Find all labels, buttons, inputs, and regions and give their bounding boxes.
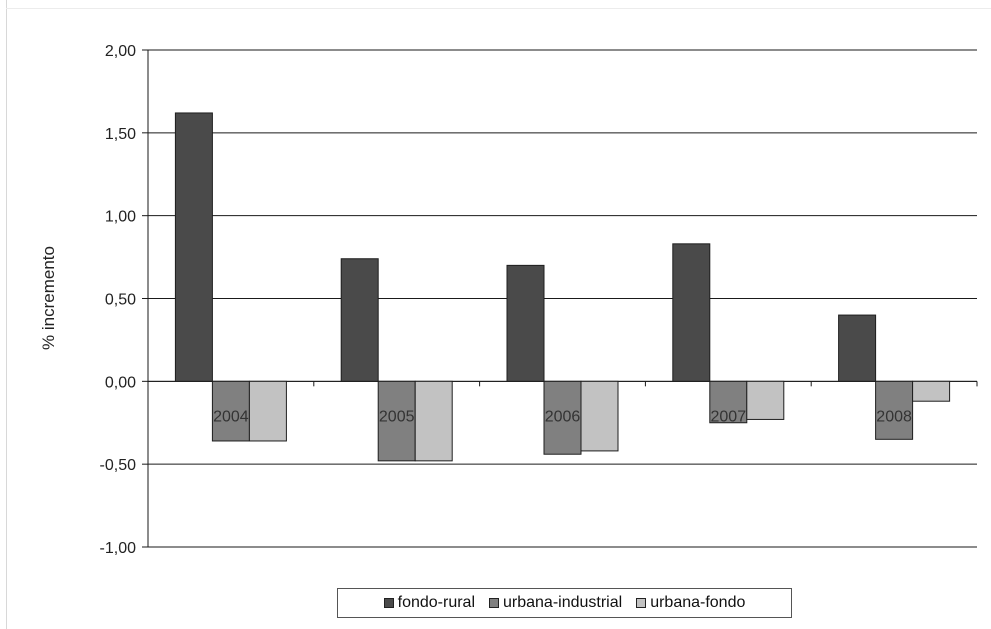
y-tick-label: 1,50 [105,126,136,143]
legend-item: urbana-industrial [489,594,622,612]
bar-urbana-industrial-2005 [377,380,416,462]
frame-border [6,0,7,629]
x-tick-label: 2007 [711,408,747,425]
y-tick-label: 2,00 [105,43,136,60]
bar-urbana-fondo-2008 [912,380,951,402]
bar-urbana-fondo-2007 [746,380,785,420]
bar-urbana-industrial-2007 [709,380,748,424]
bar-urbana-fondo-2005 [414,380,453,462]
legend-label: fondo-rural [397,594,475,611]
labels: 2,00 1,50 1,00 0,50 0,00 -0,50 -1,00 2004 2005 20… [100,43,912,557]
legend: fondo-rural urbana-industrial urbana-fondo [337,588,792,618]
legend-swatch [383,598,394,608]
gridlines [148,49,977,548]
legend-label: urbana-industrial [503,594,623,611]
x-tick-label: 2008 [876,408,912,425]
y-tick-label: 0,50 [105,292,136,309]
x-tick-label: 2004 [213,408,249,425]
x-tick-label: 2006 [545,408,581,425]
bar-fondo-rural-2005 [340,258,379,382]
bar-urbana-industrial-2006 [543,380,582,455]
legend-swatch [489,598,499,608]
x-tick-label: 2005 [379,408,415,425]
bar-urbana-fondo-2006 [580,380,619,452]
bars [174,112,951,462]
legend-swatch [636,598,647,608]
legend-label: urbana-fondo [650,594,746,611]
legend-item: fondo-rural [383,594,475,612]
bar-urbana-fondo-2004 [248,380,287,442]
bar-fondo-rural-2007 [672,243,711,382]
bar-fondo-rural-2006 [506,264,545,382]
legend-item: urbana-fondo [636,594,745,612]
y-tick-label: -1,00 [100,540,137,557]
frame-border [6,8,991,9]
bar-fondo-rural-2008 [838,314,877,382]
y-tick-label: 1,00 [105,209,136,226]
bar-fondo-rural-2004 [174,112,213,382]
y-axis-title: % incremento [39,246,58,350]
y-tick-label: -0,50 [100,457,137,474]
bar-urbana-industrial-2008 [875,380,914,440]
y-tick-label: 0,00 [105,374,136,391]
